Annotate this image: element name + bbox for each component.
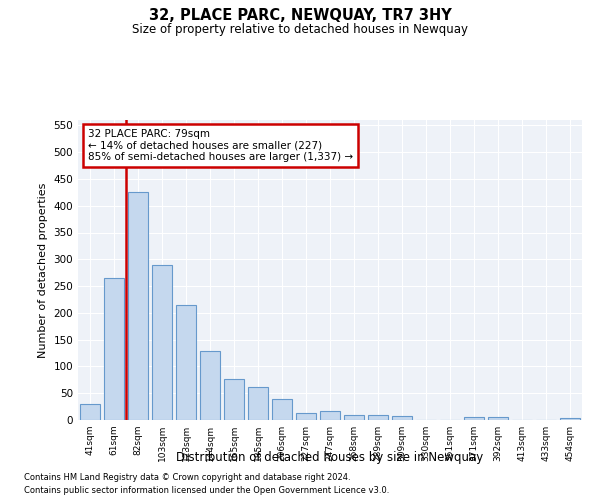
- Bar: [296, 413, 316, 420]
- Bar: [152, 264, 172, 420]
- Bar: [464, 418, 484, 420]
- Bar: [272, 398, 292, 420]
- Bar: [560, 418, 580, 420]
- Text: 32 PLACE PARC: 79sqm
← 14% of detached houses are smaller (227)
85% of semi-deta: 32 PLACE PARC: 79sqm ← 14% of detached h…: [88, 129, 353, 162]
- Text: Distribution of detached houses by size in Newquay: Distribution of detached houses by size …: [176, 451, 484, 464]
- Bar: [224, 380, 244, 420]
- Y-axis label: Number of detached properties: Number of detached properties: [38, 182, 48, 358]
- Bar: [176, 305, 196, 420]
- Text: Contains HM Land Registry data © Crown copyright and database right 2024.: Contains HM Land Registry data © Crown c…: [24, 474, 350, 482]
- Bar: [488, 418, 508, 420]
- Bar: [344, 414, 364, 420]
- Bar: [200, 352, 220, 420]
- Bar: [248, 388, 268, 420]
- Bar: [104, 278, 124, 420]
- Text: 32, PLACE PARC, NEWQUAY, TR7 3HY: 32, PLACE PARC, NEWQUAY, TR7 3HY: [149, 8, 451, 22]
- Text: Size of property relative to detached houses in Newquay: Size of property relative to detached ho…: [132, 22, 468, 36]
- Bar: [392, 416, 412, 420]
- Text: Contains public sector information licensed under the Open Government Licence v3: Contains public sector information licen…: [24, 486, 389, 495]
- Bar: [368, 414, 388, 420]
- Bar: [320, 412, 340, 420]
- Bar: [80, 404, 100, 420]
- Bar: [128, 192, 148, 420]
